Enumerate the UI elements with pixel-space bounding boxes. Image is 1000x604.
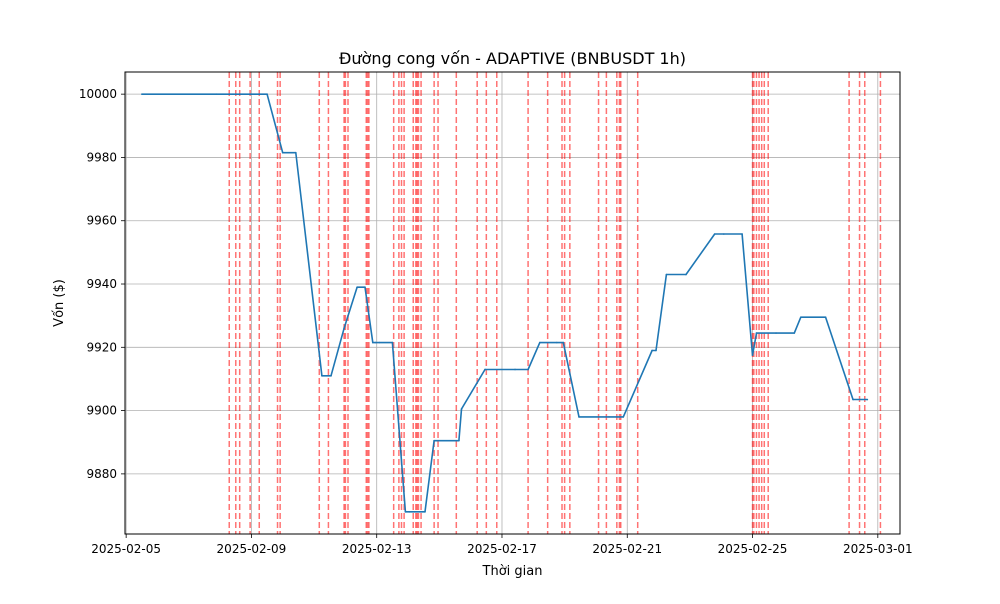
equity-point [458, 439, 460, 442]
equity-point [824, 316, 827, 319]
equity-point [364, 286, 366, 288]
x-tick-label: 2025-03-01 [843, 542, 913, 556]
plot-frame [124, 71, 901, 535]
equity-point [514, 368, 516, 371]
trade-markers [228, 72, 882, 534]
equity-point [800, 316, 802, 319]
equity-point [321, 374, 323, 377]
x-tick-label: 2025-02-09 [217, 542, 287, 556]
y-tick-label: 9940 [86, 277, 117, 291]
equity-point [371, 341, 374, 344]
axis-ticks: 2025-02-05 2025-02-09 2025-02-13 2025-02-17… [79, 87, 913, 556]
equity-point [343, 327, 345, 330]
equity-point [374, 341, 377, 344]
equity-point [266, 93, 268, 95]
x-tick-label: 2025-02-21 [592, 542, 662, 556]
equity-point [404, 511, 407, 513]
equity-point [330, 374, 332, 377]
equity-line [141, 93, 868, 513]
equity-point [741, 233, 743, 235]
equity-point [651, 349, 653, 352]
x-tick-label: 2025-02-25 [718, 542, 788, 556]
equity-point [852, 398, 854, 401]
equity-point [713, 233, 716, 235]
equity-point [433, 439, 435, 442]
equity-point [424, 511, 426, 513]
y-tick-label: 10000 [79, 87, 117, 101]
equity-point [539, 341, 541, 344]
equity-point [391, 341, 394, 344]
equity-point [751, 354, 754, 357]
equity-point [793, 332, 796, 334]
y-tick-label: 9880 [86, 467, 117, 481]
equity-point [665, 273, 668, 276]
equity-point [460, 408, 463, 410]
x-tick-label: 2025-02-13 [342, 542, 412, 556]
y-axis-label: Vốn ($) [52, 279, 67, 327]
equity-point [775, 332, 777, 334]
equity-point [622, 416, 625, 418]
y-tick-label: 9920 [86, 340, 117, 354]
equity-point [578, 416, 580, 418]
equity-point [866, 398, 869, 401]
y-tick-label: 9960 [86, 214, 117, 228]
equity-line-group [141, 93, 869, 513]
equity-point [378, 341, 381, 344]
equity-point [215, 93, 217, 95]
x-tick-label: 2025-02-17 [467, 542, 537, 556]
x-axis-label: Thời gian [482, 564, 543, 579]
equity-point [527, 368, 529, 371]
equity-point [356, 286, 358, 288]
x-tick-label: 2025-02-05 [91, 542, 161, 556]
equity-point [723, 233, 725, 235]
equity-point [655, 349, 657, 352]
equity-point [408, 511, 411, 513]
y-tick-label: 9980 [86, 150, 117, 164]
equity-point [562, 341, 565, 344]
chart-title: Đường cong vốn - ADAPTIVE (BNBUSDT 1h) [339, 49, 686, 68]
equity-point [608, 416, 610, 418]
equity-point [141, 93, 143, 95]
equity-point [484, 368, 486, 371]
equity-point [685, 273, 687, 276]
equity-point [555, 341, 558, 344]
equity-point [294, 151, 297, 154]
y-tick-label: 9900 [86, 404, 117, 418]
equity-point [755, 332, 758, 334]
equity-point [281, 151, 284, 154]
